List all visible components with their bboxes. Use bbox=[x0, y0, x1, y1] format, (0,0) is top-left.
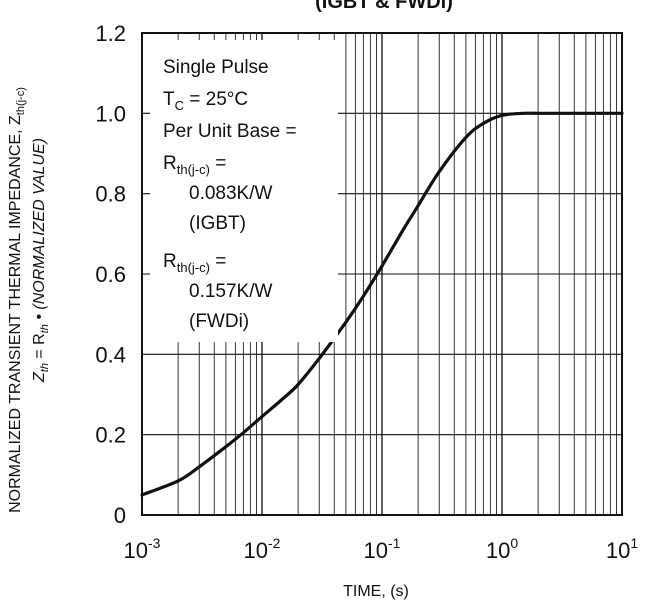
annotation-box: Single Pulse TC = 25°C Per Unit Base = R… bbox=[150, 40, 338, 342]
x-tick-label: 100 bbox=[486, 535, 518, 563]
annotation-r2-device: (FWDi) bbox=[189, 311, 249, 332]
x-axis-label: TIME, (s) bbox=[343, 583, 409, 600]
series-line bbox=[140, 111, 624, 497]
annotation-r1-device: (IGBT) bbox=[189, 213, 246, 234]
y-tick-label: 0.6 bbox=[95, 262, 126, 287]
x-tick-labels: 10-3 10-2 10-1 100 101 bbox=[124, 535, 639, 563]
x-tick-label: 10-3 bbox=[124, 535, 161, 563]
y-tick-label: 1.0 bbox=[95, 101, 126, 126]
annotation-r2-value: 0.157K/W bbox=[189, 281, 272, 302]
x-tick-label: 10-1 bbox=[364, 535, 401, 563]
annotation-tc: TC = 25°C bbox=[163, 89, 248, 113]
annotation-background bbox=[150, 40, 338, 342]
y-tick-labels: 0 0.2 0.4 0.6 0.8 1.0 1.2 bbox=[95, 21, 126, 528]
annotation-per-unit-base: Per Unit Base = bbox=[163, 121, 297, 142]
y-axis-label-line2: Zth = Rth • (NORMALIZED VALUE) bbox=[31, 138, 51, 383]
annotation-r2-label: Rth(j-c) = bbox=[163, 251, 226, 275]
annotation-r1-label: Rth(j-c) = bbox=[163, 153, 226, 177]
x-tick-label: 10-2 bbox=[244, 535, 281, 563]
chart-title: (IGBT & FWDi) bbox=[315, 0, 453, 13]
y-tick-label: 0 bbox=[114, 503, 126, 528]
annotation-r1-value: 0.083K/W bbox=[189, 183, 272, 204]
y-axis-label-line1: NORMALIZED TRANSIENT THERMAL IMPEDANCE, … bbox=[7, 87, 27, 513]
y-tick-label: 0.8 bbox=[95, 182, 126, 207]
x-tick-label: 101 bbox=[606, 535, 638, 563]
plot-frame bbox=[141, 32, 623, 516]
y-tick-label: 0.2 bbox=[95, 423, 126, 448]
y-tick-label: 1.2 bbox=[95, 21, 126, 46]
y-tick-label: 0.4 bbox=[95, 342, 126, 367]
annotation-single-pulse: Single Pulse bbox=[163, 57, 269, 78]
